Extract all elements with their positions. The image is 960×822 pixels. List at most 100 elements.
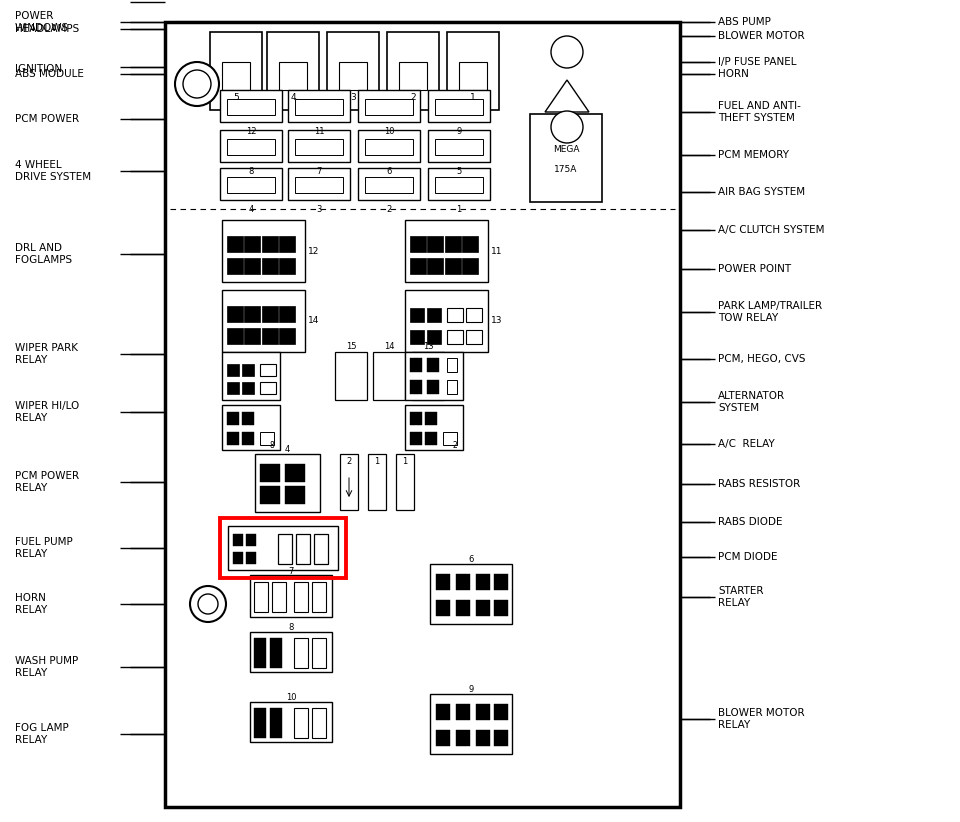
Text: WIPER HI/LO
RELAY: WIPER HI/LO RELAY [15, 401, 80, 423]
Bar [425, 432, 437, 445]
Text: PCM POWER
RELAY: PCM POWER RELAY [15, 471, 79, 493]
Bar [285, 464, 305, 482]
Text: 6: 6 [468, 556, 473, 565]
Bar [459, 62, 487, 90]
Bar [410, 380, 422, 394]
Bar [288, 90, 350, 122]
Bar [294, 582, 308, 612]
Bar [294, 638, 308, 668]
Bar [435, 139, 483, 155]
Text: PCM MEMORY: PCM MEMORY [718, 150, 789, 160]
Text: POWER POINT: POWER POINT [718, 264, 791, 274]
Bar [387, 32, 439, 110]
Bar [210, 32, 262, 110]
Text: 5: 5 [233, 93, 239, 102]
Text: A/C  RELAY: A/C RELAY [718, 439, 775, 449]
Bar [312, 708, 326, 738]
Bar [430, 564, 512, 624]
Bar [335, 352, 367, 400]
Text: 3: 3 [350, 93, 356, 102]
Bar [405, 290, 488, 352]
Text: 15: 15 [346, 343, 356, 352]
Text: 10: 10 [286, 694, 297, 703]
Bar [410, 236, 426, 252]
Text: WASH PUMP
RELAY: WASH PUMP RELAY [15, 656, 79, 678]
Text: 12: 12 [308, 247, 320, 256]
Bar [430, 694, 512, 754]
Bar [244, 306, 260, 322]
Bar [285, 486, 305, 504]
Text: 3: 3 [316, 205, 322, 214]
Bar [410, 432, 422, 445]
Bar [233, 534, 243, 546]
Text: 175A: 175A [554, 165, 578, 174]
Bar [288, 168, 350, 200]
Bar [405, 405, 463, 450]
Text: 13: 13 [422, 343, 433, 352]
Text: PARKING LAMPS: PARKING LAMPS [15, 0, 99, 2]
Bar [365, 139, 413, 155]
Text: 4: 4 [290, 93, 296, 102]
Bar [410, 358, 422, 372]
Bar [260, 432, 274, 445]
Bar [405, 220, 488, 282]
Bar [227, 364, 239, 376]
Bar [227, 258, 243, 274]
Bar [270, 638, 282, 668]
Bar [530, 114, 602, 202]
Bar [254, 708, 266, 738]
Bar [255, 454, 320, 512]
Bar [244, 328, 260, 344]
Bar [220, 168, 282, 200]
Bar [427, 380, 439, 394]
Bar [339, 62, 367, 90]
Bar [242, 364, 254, 376]
Bar [222, 405, 280, 450]
Bar [456, 574, 470, 590]
Text: PCM DIODE: PCM DIODE [718, 552, 778, 562]
Text: POWER
WINDOWS: POWER WINDOWS [15, 12, 69, 33]
Bar [410, 412, 422, 425]
Bar [244, 258, 260, 274]
Bar [466, 330, 482, 344]
Bar [312, 638, 326, 668]
Bar [399, 62, 427, 90]
Bar [267, 32, 319, 110]
Text: 2: 2 [410, 93, 416, 102]
Bar [358, 90, 420, 122]
Circle shape [183, 70, 211, 98]
Circle shape [198, 594, 218, 614]
Text: HORN: HORN [718, 69, 749, 79]
Text: 1: 1 [470, 93, 476, 102]
Bar [410, 330, 424, 344]
Bar [296, 534, 310, 564]
Bar [476, 730, 490, 746]
Bar [476, 600, 490, 616]
Text: BLOWER MOTOR: BLOWER MOTOR [718, 31, 804, 41]
Text: 4 WHEEL
DRIVE SYSTEM: 4 WHEEL DRIVE SYSTEM [15, 160, 91, 182]
Text: FUEL AND ANTI-
THEFT SYSTEM: FUEL AND ANTI- THEFT SYSTEM [718, 101, 801, 122]
Bar [250, 575, 332, 617]
Bar [494, 574, 508, 590]
Bar [246, 534, 256, 546]
Text: AIR BAG SYSTEM: AIR BAG SYSTEM [718, 187, 805, 197]
Bar [254, 582, 268, 612]
Bar [447, 32, 499, 110]
Bar [227, 328, 243, 344]
Bar [466, 308, 482, 322]
Bar [242, 412, 254, 425]
Bar [242, 432, 254, 445]
Text: HEADLAMPS: HEADLAMPS [15, 24, 80, 34]
Bar [279, 328, 295, 344]
Text: 9: 9 [468, 686, 473, 695]
Text: IGNITION: IGNITION [15, 64, 62, 74]
Text: 1: 1 [402, 458, 408, 467]
Bar [295, 139, 343, 155]
Text: ABS MODULE: ABS MODULE [15, 69, 84, 79]
Circle shape [190, 586, 226, 622]
Bar [445, 258, 461, 274]
Text: ABS PUMP: ABS PUMP [718, 17, 771, 27]
Text: 11: 11 [491, 247, 502, 256]
Bar [340, 454, 358, 510]
Text: 2: 2 [386, 205, 392, 214]
